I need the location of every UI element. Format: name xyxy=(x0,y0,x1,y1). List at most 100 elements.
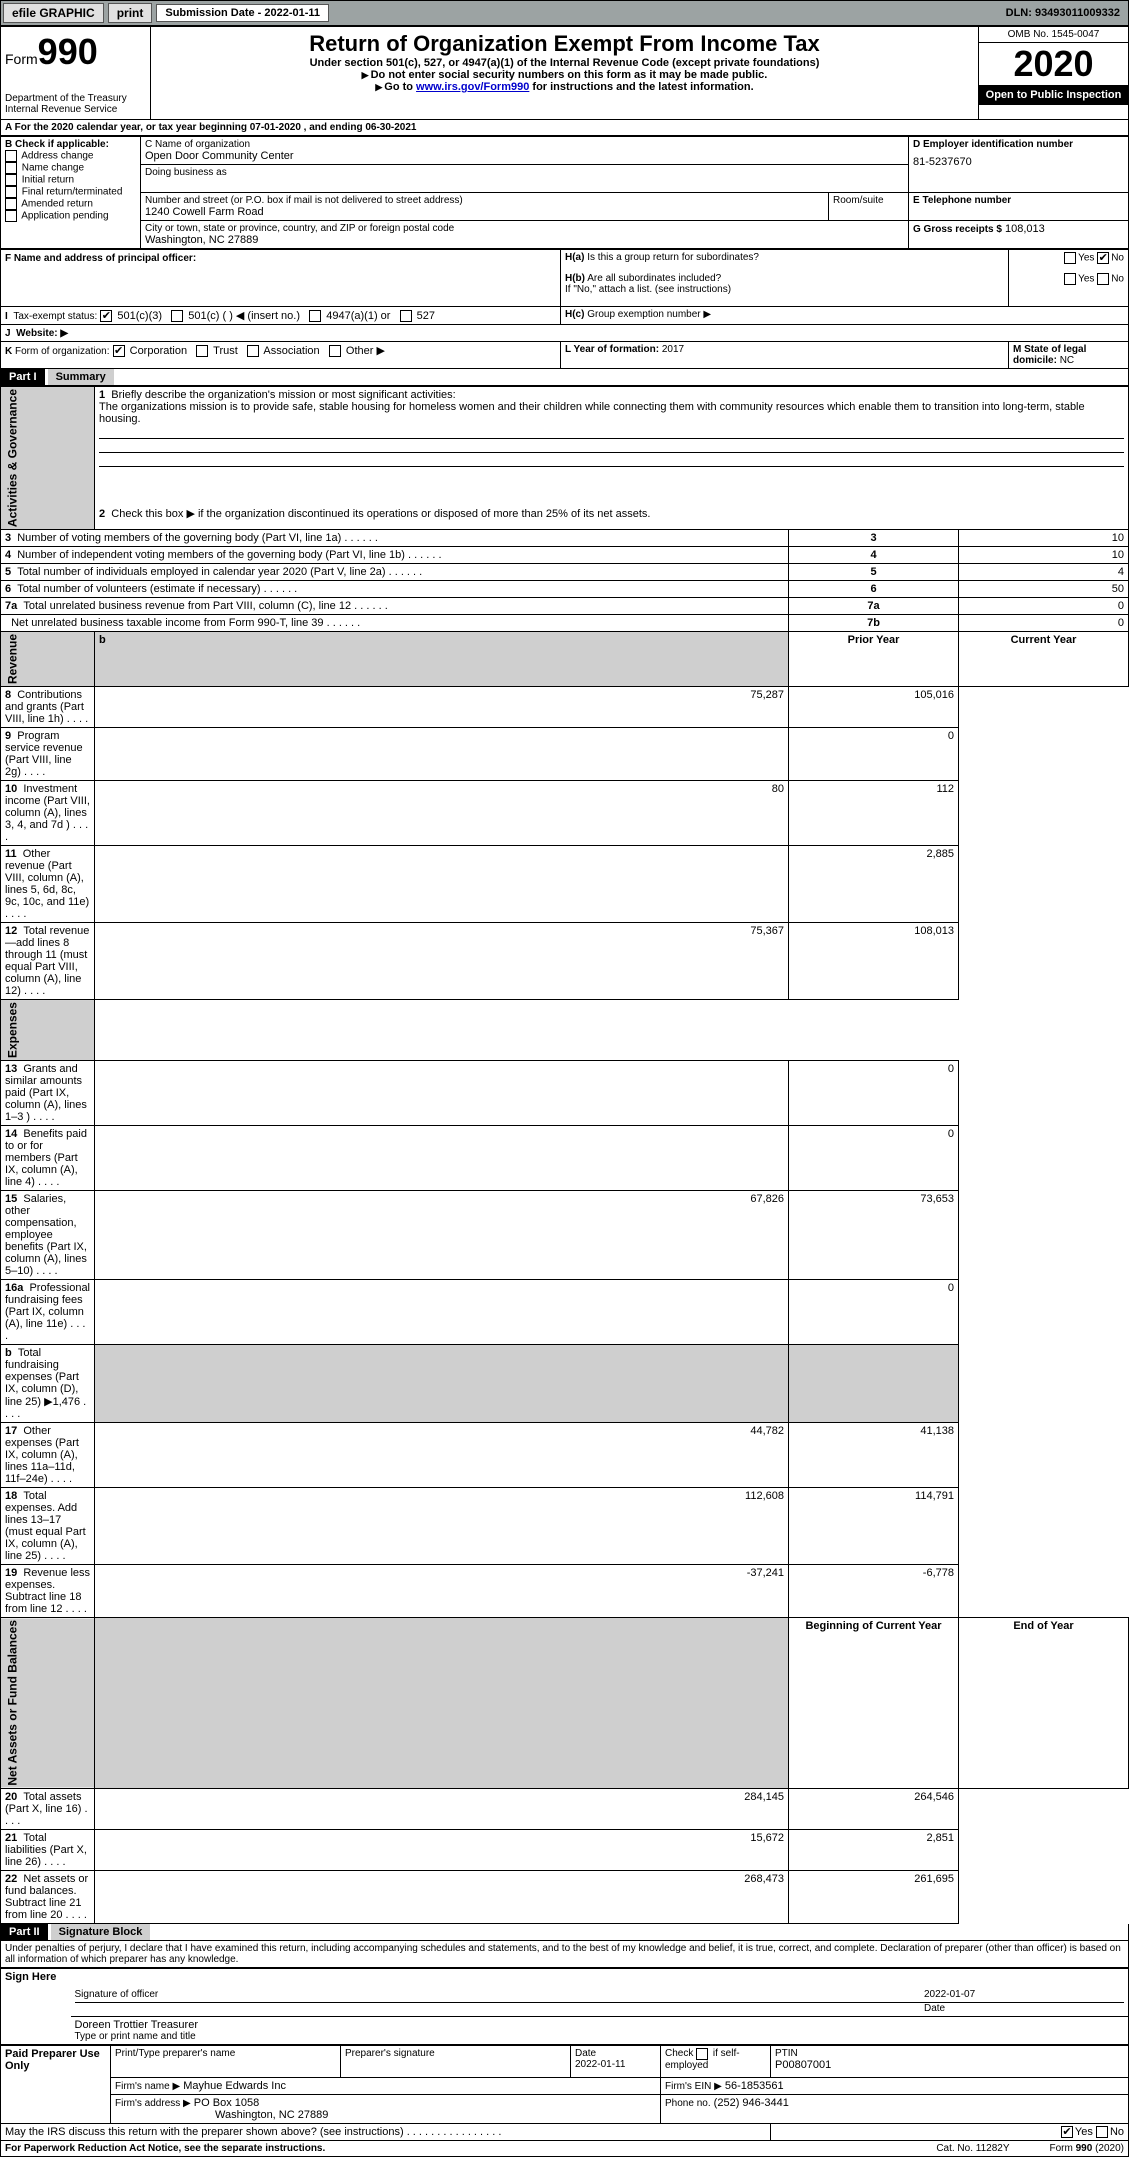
form-footer: Form 990 (2020) xyxy=(1050,2143,1124,2154)
cat-no: Cat. No. 11282Y xyxy=(936,2143,1009,2154)
box-d-label: D Employer identification number xyxy=(913,139,1124,150)
box-f-label: F Name and address of principal officer: xyxy=(5,253,196,264)
form-org-checkbox[interactable] xyxy=(196,345,208,357)
self-employed-label: Check if self-employed xyxy=(665,2048,740,2070)
officer-group-block: F Name and address of principal officer:… xyxy=(0,249,1129,369)
discuss-no-checkbox[interactable] xyxy=(1096,2126,1108,2138)
part1-title: Summary xyxy=(48,369,114,385)
part2-title: Signature Block xyxy=(51,1924,151,1940)
part1-header: Part I xyxy=(1,369,45,385)
boxb-checkbox[interactable] xyxy=(5,186,17,198)
mission-text: The organizations mission is to provide … xyxy=(99,401,1085,425)
addr-label: Number and street (or P.O. box if mail i… xyxy=(145,195,824,206)
firm-phone: (252) 946-3441 xyxy=(714,2097,789,2109)
print-button[interactable]: print xyxy=(108,3,153,23)
firm-city: Washington, NC 27889 xyxy=(215,2109,328,2121)
boxb-checkbox[interactable] xyxy=(5,162,17,174)
ha-yes-checkbox[interactable] xyxy=(1064,252,1076,264)
part2-header: Part II xyxy=(1,1924,48,1940)
hb-no-checkbox[interactable] xyxy=(1097,273,1109,285)
sign-here-label: Sign Here xyxy=(1,1968,71,2044)
ha-no-checkbox[interactable] xyxy=(1097,252,1109,264)
col-beginning: Beginning of Current Year xyxy=(789,1618,959,1789)
part1-table: Activities & Governance 1 Briefly descri… xyxy=(0,386,1129,1924)
form-title: Return of Organization Exempt From Incom… xyxy=(155,31,974,57)
open-inspection: Open to Public Inspection xyxy=(979,85,1128,105)
dept-treasury: Department of the Treasury Internal Reve… xyxy=(5,93,146,115)
tax-status-checkbox[interactable] xyxy=(400,310,412,322)
hb-yes-checkbox[interactable] xyxy=(1064,273,1076,285)
year-formation: 2017 xyxy=(662,344,684,355)
boxb-checkbox[interactable] xyxy=(5,198,17,210)
paid-preparer-label: Paid Preparer Use Only xyxy=(1,2045,111,2123)
tax-period: A For the 2020 calendar year, or tax yea… xyxy=(0,120,1129,136)
form-org-checkbox[interactable] xyxy=(113,345,125,357)
city-state-zip: Washington, NC 27889 xyxy=(145,234,904,246)
box-c-label: C Name of organization xyxy=(145,139,904,150)
entity-block: B Check if applicable: Address change Na… xyxy=(0,136,1129,249)
form-number: 990 xyxy=(38,31,98,72)
prep-sig-label: Preparer's signature xyxy=(345,2048,566,2059)
col-end: End of Year xyxy=(959,1618,1129,1789)
submission-date: Submission Date - 2022-01-11 xyxy=(156,4,329,22)
sig-date: 2022-01-07 xyxy=(924,1989,1124,2002)
side-revenue: Revenue xyxy=(1,632,95,687)
street-address: 1240 Cowell Farm Road xyxy=(145,206,824,218)
prep-date-label: Date xyxy=(575,2048,656,2059)
tax-status-checkbox[interactable] xyxy=(171,310,183,322)
efile-button[interactable]: efile GRAPHIC xyxy=(3,3,104,23)
form990-link[interactable]: www.irs.gov/Form990 xyxy=(416,81,529,93)
side-netassets: Net Assets or Fund Balances xyxy=(1,1618,95,1789)
firm-addr: PO Box 1058 xyxy=(194,2097,259,2109)
firm-name: Mayhue Edwards Inc xyxy=(183,2080,286,2092)
date-label: Date xyxy=(924,2003,1124,2014)
paid-preparer-block: Paid Preparer Use Only Print/Type prepar… xyxy=(0,2045,1129,2141)
firm-ein-label: Firm's EIN ▶ xyxy=(665,2081,722,2092)
firm-name-label: Firm's name ▶ xyxy=(115,2081,180,2092)
l1-label: Briefly describe the organization's miss… xyxy=(111,389,455,401)
perjury-declaration: Under penalties of perjury, I declare th… xyxy=(0,1941,1129,1968)
dln: DLN: 93493011009332 xyxy=(1006,7,1126,19)
h-c-text: Group exemption number ▶ xyxy=(587,309,711,320)
ein: 81-5237670 xyxy=(913,156,1124,168)
boxb-checkbox[interactable] xyxy=(5,150,17,162)
officer-name-title: Doreen Trottier Treasurer xyxy=(75,2019,1125,2031)
h-b-note: If "No," attach a list. (see instruction… xyxy=(565,284,731,295)
boxb-checkbox[interactable] xyxy=(5,174,17,186)
discuss-text: May the IRS discuss this return with the… xyxy=(5,2126,404,2138)
box-b-label: B Check if applicable: xyxy=(5,139,136,150)
box-g-label: G Gross receipts $ xyxy=(913,224,1002,235)
tax-year: 2020 xyxy=(1013,43,1093,84)
prep-name-label: Print/Type preparer's name xyxy=(115,2048,336,2059)
l2-text: Check this box ▶ if the organization dis… xyxy=(111,508,650,520)
boxb-checkbox[interactable] xyxy=(5,210,17,222)
discuss-yes-checkbox[interactable] xyxy=(1061,2126,1073,2138)
ptin-label: PTIN xyxy=(775,2048,1124,2059)
state-domicile: NC xyxy=(1060,355,1074,366)
signature-block: Sign Here Signature of officer 2022-01-0… xyxy=(0,1968,1129,2045)
firm-addr-label: Firm's address ▶ xyxy=(115,2098,191,2109)
box-e-label: E Telephone number xyxy=(913,195,1124,206)
prep-date: 2022-01-11 xyxy=(575,2059,656,2070)
h-b-text: Are all subordinates included? xyxy=(587,273,721,284)
city-label: City or town, state or province, country… xyxy=(145,223,904,234)
omb-no: OMB No. 1545-0047 xyxy=(979,27,1128,43)
top-toolbar: efile GRAPHIC print Submission Date - 20… xyxy=(0,0,1129,26)
ptin: P00807001 xyxy=(775,2059,1124,2071)
col-prior: Prior Year xyxy=(789,632,959,687)
tax-status-checkbox[interactable] xyxy=(100,310,112,322)
org-name: Open Door Community Center xyxy=(145,150,904,162)
tax-status-checkbox[interactable] xyxy=(309,310,321,322)
h-a-text: Is this a group return for subordinates? xyxy=(587,252,759,263)
form-org-checkbox[interactable] xyxy=(247,345,259,357)
goto-note: Go to www.irs.gov/Form990 for instructio… xyxy=(155,81,974,93)
form-header: Form990 Department of the Treasury Inter… xyxy=(0,26,1129,120)
name-title-label: Type or print name and title xyxy=(75,2031,1125,2042)
ssn-note: Do not enter social security numbers on … xyxy=(155,69,974,81)
form-label: Form990 xyxy=(5,51,98,67)
form-org-checkbox[interactable] xyxy=(329,345,341,357)
phone-label: Phone no. xyxy=(665,2098,711,2109)
side-expenses: Expenses xyxy=(1,1000,95,1061)
sig-officer-label: Signature of officer xyxy=(75,1989,925,2002)
self-employed-checkbox[interactable] xyxy=(696,2048,708,2060)
